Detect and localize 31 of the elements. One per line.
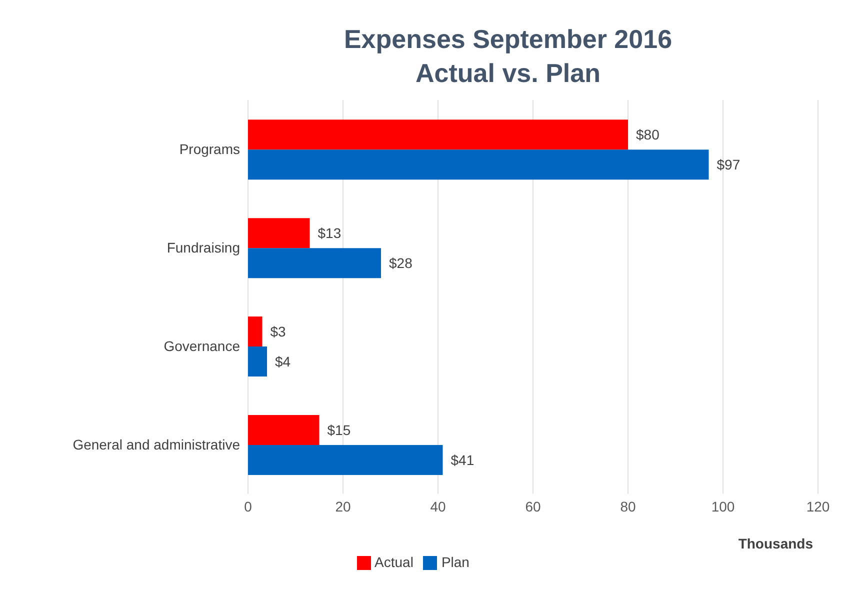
- x-tick-label: 40: [430, 498, 446, 515]
- legend-label: Plan: [441, 554, 470, 570]
- data-label: $28: [389, 255, 413, 272]
- data-label: $15: [327, 422, 351, 438]
- bar: [248, 120, 628, 150]
- bar: [248, 218, 310, 248]
- y-tick-label: Governance: [164, 338, 240, 354]
- x-tick-label: 0: [244, 498, 252, 515]
- bar: [248, 444, 443, 475]
- data-label: $4: [275, 354, 291, 370]
- x-tick-label: 20: [335, 498, 351, 515]
- y-tick-label: Fundraising: [166, 240, 240, 256]
- legend-label: Actual: [374, 554, 414, 570]
- y-tick-label: Programs: [179, 141, 240, 158]
- data-label: $41: [450, 452, 474, 468]
- x-tick-label: 120: [806, 498, 830, 515]
- x-tick-label: 60: [525, 498, 541, 515]
- chart-title: Expenses September 2016 Actual vs. Plan: [342, 23, 674, 90]
- data-label: $80: [636, 126, 660, 143]
- data-label: $3: [270, 324, 286, 340]
- y-tick-label: General and administrative: [72, 436, 240, 452]
- x-tick-label: 80: [620, 498, 636, 515]
- bar: [248, 150, 709, 180]
- bar: [248, 248, 381, 278]
- x-axis-title: Thousands: [738, 536, 814, 552]
- bar: [248, 316, 262, 347]
- data-label: $13: [318, 225, 342, 242]
- data-label: $97: [716, 156, 740, 173]
- bar: [248, 346, 267, 377]
- x-tick-label: 100: [711, 498, 735, 515]
- bar: [248, 414, 320, 445]
